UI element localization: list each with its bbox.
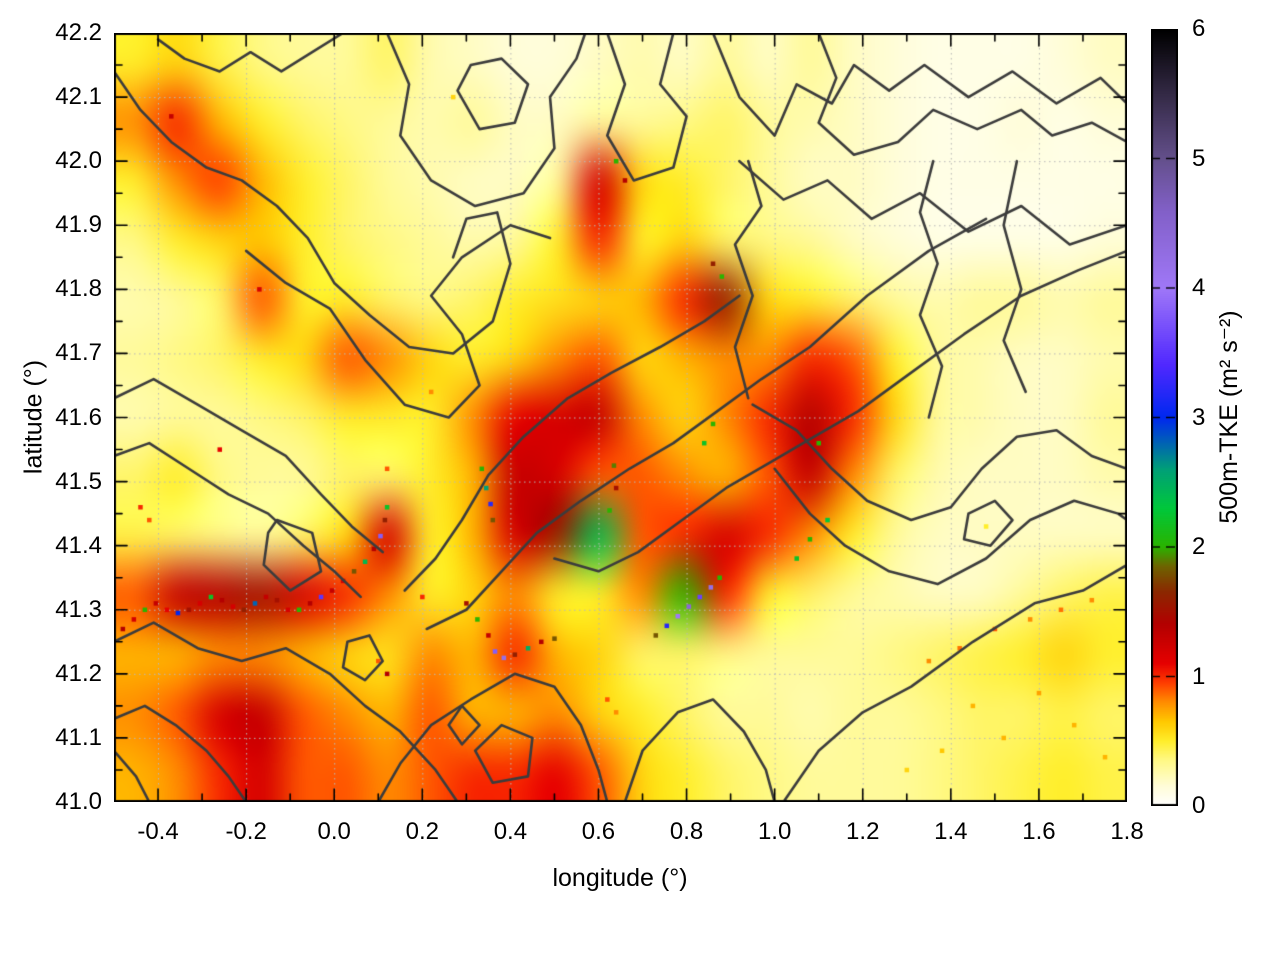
y-tick-label: 41.1 [55,723,102,751]
colorbar-tick-label: 3 [1192,403,1206,431]
x-tick-label: 1.6 [1022,818,1056,845]
x-tick-label: -0.2 [225,818,267,845]
x-tick-label: 0.6 [581,818,616,845]
y-tick-label: 41.8 [55,275,102,303]
x-tick-label: 0.2 [405,818,439,845]
x-tick-label: 0.8 [669,818,704,845]
colorbar-tick-label: 2 [1192,533,1206,560]
y-tick-label: 42.0 [55,147,102,175]
colorbar-title: 500m-TKE (m² s⁻²) [1215,310,1243,524]
colorbar-tick-label: 5 [1192,144,1206,172]
y-tick-label: 41.5 [55,467,102,495]
y-tick-label: 41.2 [55,659,102,687]
y-tick-label: 41.4 [55,531,102,559]
colorbar-tick-label: 1 [1192,662,1206,690]
heatmap-plot-canvas [114,33,1127,802]
colorbar-canvas [1151,29,1178,806]
colorbar-tick-label: 4 [1192,274,1206,301]
x-axis-title: longitude (°) [552,864,688,892]
y-tick-label: 41.6 [55,403,102,431]
y-tick-label: 42.2 [55,19,102,46]
x-tick-label: 0.0 [317,818,351,845]
x-tick-label: 0.4 [493,818,528,845]
y-axis-title: latitude (°) [19,359,48,475]
x-tick-label: 1.8 [1110,818,1144,845]
colorbar-tick-label: 6 [1192,15,1206,42]
colorbar-tick-label: 0 [1192,792,1206,819]
y-tick-label: 41.0 [55,788,102,815]
x-tick-label: 1.2 [846,818,880,845]
y-tick-label: 41.3 [55,595,102,623]
y-tick-label: 42.1 [55,83,102,111]
y-tick-label: 41.7 [55,339,102,367]
x-tick-label: 1.0 [757,818,792,845]
y-tick-label: 41.9 [55,211,102,239]
x-tick-label: 1.4 [934,818,968,845]
x-tick-label: -0.4 [137,818,179,845]
